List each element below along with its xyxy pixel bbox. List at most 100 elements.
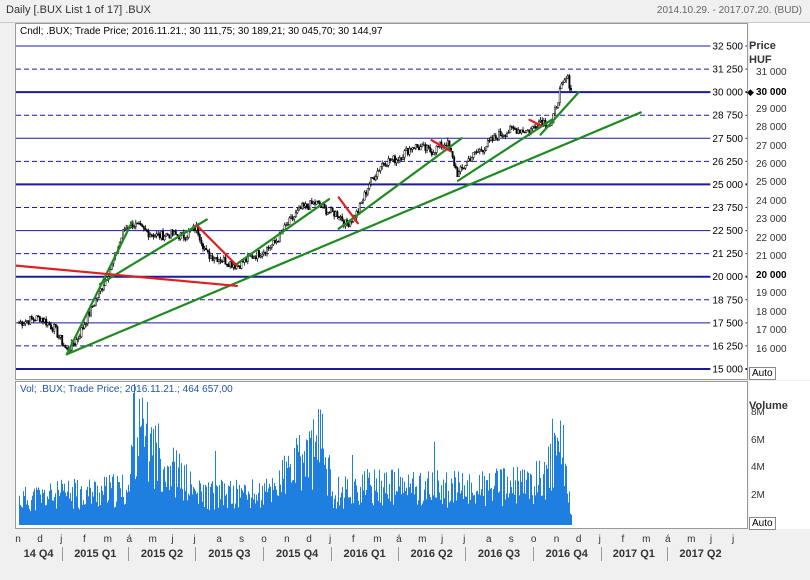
candle-body — [514, 128, 516, 130]
candle-body — [264, 251, 267, 254]
volume-bar — [19, 495, 20, 525]
candle-body — [523, 131, 526, 134]
volume-bar — [548, 446, 549, 525]
candle-body — [517, 129, 520, 134]
volume-bar — [33, 491, 34, 525]
volume-bar — [318, 409, 319, 525]
volume-header: Vol; .BUX; Trade Price; 2016.11.21.; 464… — [20, 384, 233, 395]
volume-bar — [538, 484, 539, 525]
volume-bar — [325, 457, 326, 525]
volume-bar — [331, 496, 332, 525]
volume-bar — [106, 477, 107, 525]
volume-bar — [287, 467, 288, 525]
volume-bar — [158, 423, 159, 525]
volume-bar — [72, 487, 73, 525]
volume-bar — [456, 500, 457, 525]
reference-label: 28 750 — [712, 111, 743, 122]
volume-bar — [409, 487, 410, 525]
volume-bar — [276, 489, 277, 525]
volume-bar — [88, 496, 89, 525]
volume-bar — [233, 485, 234, 525]
volume-bar — [128, 484, 129, 525]
volume-bar — [494, 485, 495, 525]
volume-bar — [319, 462, 320, 525]
volume-bar — [295, 482, 296, 525]
volume-bar — [255, 503, 256, 525]
volume-axis[interactable]: Volume 8M 6M 4M 2M Auto — [749, 381, 810, 530]
volume-bar — [155, 425, 156, 525]
volume-bar — [471, 482, 472, 525]
month-label: n — [284, 534, 290, 545]
volume-bar — [373, 505, 374, 525]
month-label: m — [373, 534, 382, 545]
price-axis[interactable]: Price HUF 31 000 30 000 29 000 28 000 27 000… — [747, 23, 810, 380]
volume-bar — [367, 469, 368, 525]
volume-bar — [228, 485, 229, 525]
title-bar: Daily [.BUX List 1 of 17] .BUX 2014.10.2… — [0, 0, 810, 23]
price-plot[interactable]: 32 500 31 250 30 000 28 750 27 500 26 250 25 0… — [15, 23, 748, 380]
volume-bar — [181, 463, 182, 525]
price-tick-label: 31 000 — [756, 66, 787, 78]
candle-body — [125, 227, 128, 230]
quarter-separator — [666, 547, 668, 561]
candle-body — [526, 129, 529, 132]
candle-body — [30, 316, 33, 319]
candle-body — [77, 338, 80, 340]
candle-body — [331, 207, 334, 212]
month-label: j — [441, 534, 444, 545]
volume-bar — [327, 495, 328, 525]
quarter-label: 2015 Q4 — [276, 548, 319, 560]
month-label: j — [171, 534, 174, 545]
candle-body — [93, 305, 96, 307]
candle-body — [408, 148, 411, 155]
candle-body — [496, 137, 499, 141]
time-axis[interactable]: n d j f m á m j j a s o n d j f m á m j j a s o n d j f m á m j j 14 Q4 2… — [0, 530, 810, 580]
quarter-label: 2016 Q3 — [477, 548, 521, 560]
volume-bar — [443, 479, 444, 525]
candle-body — [323, 204, 326, 208]
candle-body — [286, 224, 289, 226]
volume-bar — [388, 498, 389, 525]
volume-bar — [209, 509, 210, 525]
candle-body — [91, 305, 94, 308]
volume-bar — [119, 482, 120, 525]
candle-body — [166, 233, 169, 236]
volume-plot[interactable] — [15, 381, 748, 529]
volume-bar — [211, 483, 212, 525]
price-tick-label: 21 000 — [756, 251, 787, 263]
price-auto-button[interactable]: Auto — [749, 367, 776, 380]
volume-bar — [102, 490, 103, 525]
volume-bar — [136, 476, 137, 525]
volume-bar — [530, 473, 531, 525]
candle-body — [96, 297, 99, 300]
volume-auto-button[interactable]: Auto — [749, 517, 776, 530]
volume-bar — [74, 478, 75, 525]
candle-body — [504, 135, 507, 137]
volume-bar — [67, 491, 68, 525]
volume-bar — [483, 496, 484, 525]
volume-bar — [544, 461, 545, 525]
volume-bar — [171, 486, 172, 525]
volume-bar — [392, 469, 393, 525]
candle-body — [330, 207, 332, 213]
price-tick-label: 28 000 — [756, 122, 787, 134]
reference-label: 26 250 — [712, 157, 743, 168]
candle-body — [290, 216, 292, 219]
candle-body — [205, 248, 208, 251]
candle-body — [259, 255, 262, 258]
volume-bar — [507, 476, 508, 525]
volume-bar — [43, 493, 44, 525]
candle-body — [62, 344, 65, 347]
volume-bar — [141, 425, 142, 525]
candle-body — [157, 233, 160, 236]
volume-bar — [239, 484, 240, 525]
volume-bar — [386, 472, 387, 525]
volume-bar — [80, 489, 81, 525]
volume-bar — [130, 474, 131, 525]
volume-bar — [344, 497, 345, 525]
candle-body — [464, 165, 467, 169]
candle-body — [266, 247, 268, 254]
candle-body — [53, 324, 56, 332]
candle-body — [474, 151, 476, 154]
candle-body — [510, 126, 513, 128]
